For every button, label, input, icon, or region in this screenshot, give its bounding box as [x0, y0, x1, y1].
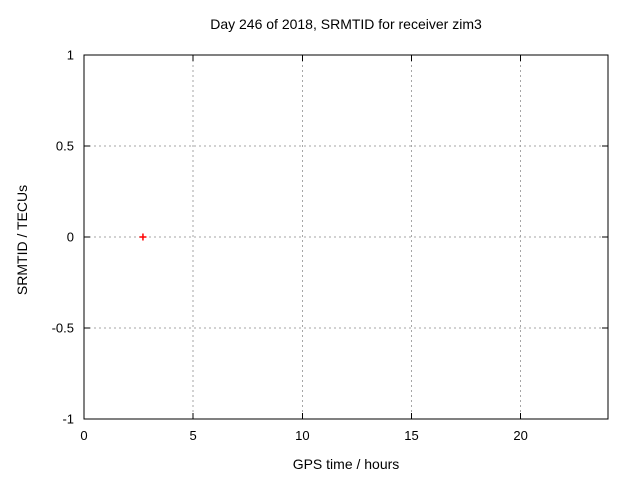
chart-title: Day 246 of 2018, SRMTID for receiver zim… — [210, 16, 482, 32]
x-tick-labels: 0 5 10 15 20 — [80, 428, 528, 443]
y-tick-label: 1 — [67, 48, 74, 63]
x-tick-label: 10 — [295, 428, 309, 443]
x-tick-label: 0 — [80, 428, 87, 443]
y-tick-label: -1 — [62, 412, 74, 427]
y-tick-label: -0.5 — [52, 321, 74, 336]
x-tick-label: 15 — [404, 428, 418, 443]
x-tick-label: 20 — [513, 428, 527, 443]
x-axis-label: GPS time / hours — [293, 456, 400, 472]
gridlines — [84, 55, 608, 419]
data-points — [139, 233, 147, 241]
axis-ticks — [83, 54, 608, 420]
y-tick-label: 0.5 — [56, 139, 74, 154]
x-tick-label: 5 — [190, 428, 197, 443]
y-tick-labels: -1 -0.5 0 0.5 1 — [52, 48, 74, 427]
y-tick-label: 0 — [67, 230, 74, 245]
y-axis-label: SRMTID / TECUs — [14, 185, 30, 295]
